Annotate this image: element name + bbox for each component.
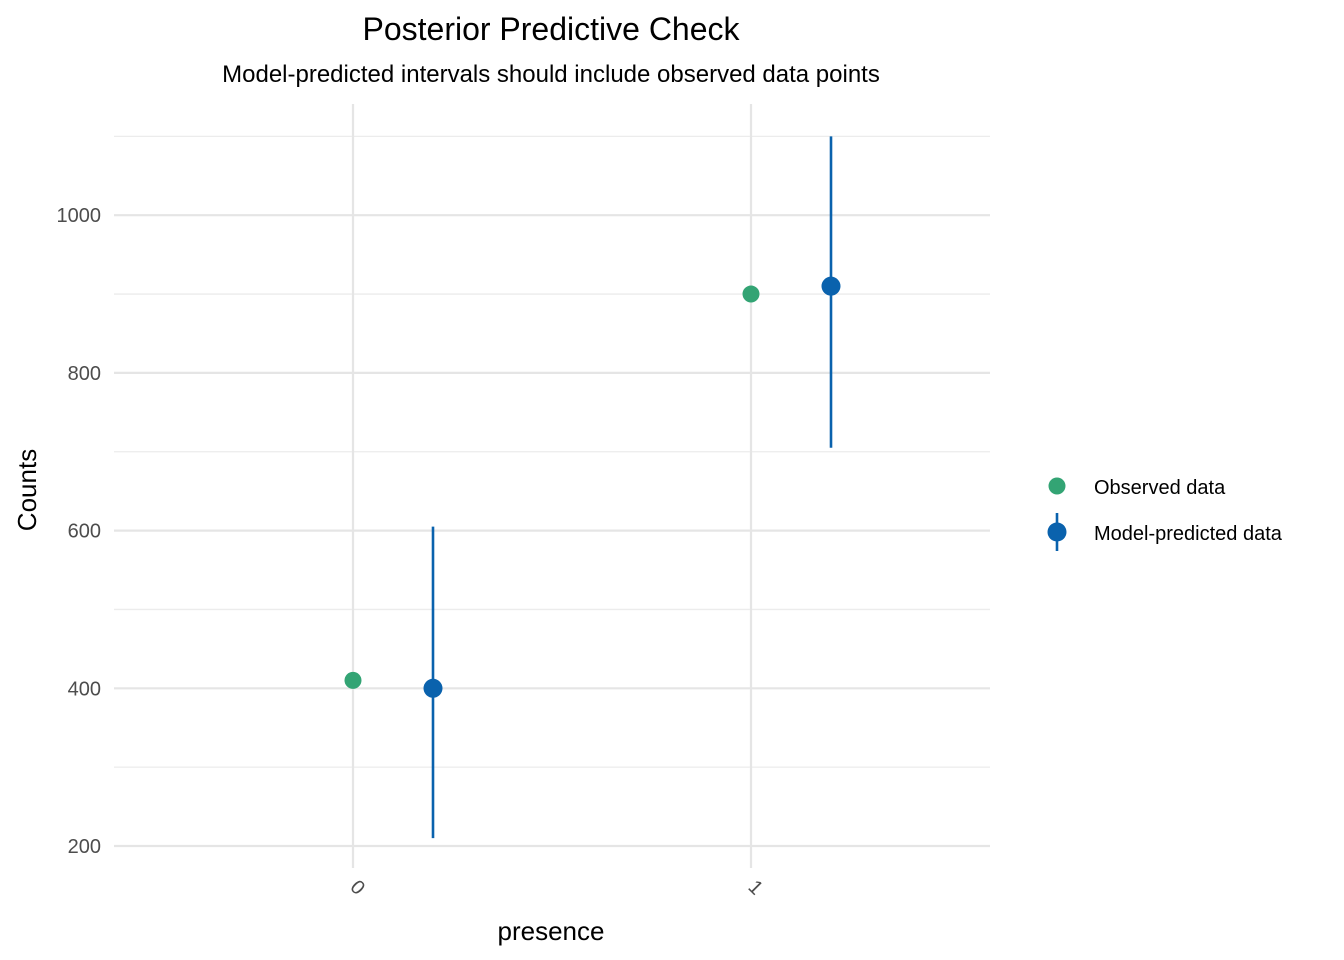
legend-key-observed — [1048, 477, 1066, 495]
legend-key-predicted — [1047, 522, 1067, 542]
chart-subtitle: Model-predicted intervals should include… — [222, 61, 880, 88]
legend-label-predicted: Model-predicted data — [1094, 523, 1283, 545]
y-tick-label: 200 — [68, 836, 101, 858]
y-tick-label: 600 — [68, 521, 101, 543]
legend-label-observed: Observed data — [1094, 477, 1226, 499]
x-tick-label: 0 — [346, 876, 369, 899]
chart-title: Posterior Predictive Check — [362, 11, 740, 47]
observed-point — [742, 285, 760, 303]
x-axis-title: presence — [498, 916, 605, 946]
x-tick-label: 1 — [744, 876, 767, 899]
predicted-point — [821, 276, 841, 296]
grid — [114, 104, 990, 868]
predicted-point — [423, 678, 443, 698]
data-marks — [344, 136, 841, 839]
y-axis-title: Counts — [12, 449, 42, 531]
y-axis-ticks: 200 400 600 800 1000 — [57, 205, 102, 858]
y-tick-label: 1000 — [57, 205, 102, 227]
y-tick-label: 800 — [68, 363, 101, 385]
observed-point — [344, 671, 362, 689]
y-tick-label: 400 — [68, 678, 101, 700]
legend: Observed data Model-predicted data — [1047, 477, 1283, 551]
